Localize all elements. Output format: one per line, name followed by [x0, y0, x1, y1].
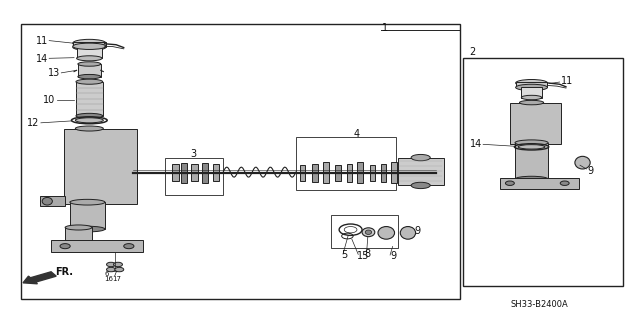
- Bar: [463, 58, 623, 286]
- Circle shape: [124, 244, 134, 249]
- Ellipse shape: [76, 126, 103, 131]
- Bar: [381, 164, 387, 182]
- Text: 9: 9: [390, 251, 396, 261]
- Bar: [296, 137, 396, 190]
- Ellipse shape: [76, 118, 103, 123]
- Text: 5: 5: [341, 250, 348, 260]
- Text: 14: 14: [470, 139, 482, 149]
- Ellipse shape: [515, 176, 548, 182]
- Ellipse shape: [515, 140, 548, 145]
- Ellipse shape: [520, 100, 543, 105]
- Text: 9: 9: [414, 226, 420, 236]
- Bar: [181, 162, 188, 183]
- Ellipse shape: [518, 145, 545, 149]
- Ellipse shape: [365, 230, 372, 234]
- Text: 16: 16: [104, 276, 113, 282]
- Bar: [370, 165, 376, 181]
- Bar: [516, 82, 547, 87]
- Text: 13: 13: [48, 68, 60, 78]
- Circle shape: [60, 244, 70, 249]
- Ellipse shape: [411, 182, 430, 189]
- Ellipse shape: [70, 226, 105, 232]
- Ellipse shape: [65, 242, 92, 248]
- Bar: [20, 24, 460, 299]
- Bar: [202, 162, 209, 183]
- Text: 11: 11: [561, 76, 573, 86]
- Ellipse shape: [411, 154, 430, 161]
- Bar: [76, 82, 102, 116]
- Bar: [40, 196, 65, 206]
- Text: 7: 7: [112, 271, 116, 277]
- Circle shape: [106, 267, 115, 272]
- Text: 1: 1: [383, 23, 388, 33]
- Circle shape: [115, 267, 124, 272]
- Bar: [522, 87, 541, 98]
- Bar: [73, 42, 106, 47]
- Bar: [500, 178, 579, 189]
- Text: 2: 2: [470, 47, 476, 57]
- Ellipse shape: [516, 79, 547, 86]
- Ellipse shape: [522, 95, 541, 100]
- Ellipse shape: [77, 56, 102, 61]
- Ellipse shape: [78, 74, 100, 79]
- Ellipse shape: [76, 113, 102, 118]
- Bar: [392, 162, 397, 183]
- Ellipse shape: [78, 62, 100, 66]
- Ellipse shape: [73, 44, 106, 50]
- Text: 12: 12: [28, 118, 40, 129]
- Ellipse shape: [516, 84, 547, 91]
- Ellipse shape: [575, 156, 590, 169]
- Ellipse shape: [65, 225, 92, 230]
- Text: 6: 6: [104, 271, 109, 277]
- Circle shape: [106, 262, 115, 267]
- Ellipse shape: [73, 43, 106, 49]
- Ellipse shape: [73, 39, 106, 47]
- Text: 14: 14: [36, 54, 49, 64]
- Text: 11: 11: [36, 36, 49, 46]
- Bar: [64, 129, 137, 204]
- Bar: [510, 103, 561, 144]
- FancyArrow shape: [23, 272, 56, 284]
- Bar: [323, 162, 329, 183]
- Bar: [515, 143, 548, 179]
- Text: 4: 4: [353, 129, 359, 138]
- Bar: [78, 64, 100, 77]
- Ellipse shape: [42, 197, 52, 205]
- Text: 3: 3: [190, 149, 196, 159]
- Bar: [347, 164, 353, 182]
- Bar: [335, 165, 341, 181]
- Bar: [191, 164, 198, 182]
- Bar: [312, 164, 318, 182]
- Bar: [397, 158, 444, 185]
- Bar: [65, 227, 92, 245]
- Bar: [213, 164, 220, 182]
- Circle shape: [560, 181, 569, 185]
- Ellipse shape: [400, 226, 415, 239]
- Bar: [332, 215, 398, 248]
- Ellipse shape: [70, 199, 105, 205]
- Ellipse shape: [378, 226, 394, 239]
- Bar: [70, 202, 105, 229]
- Text: 9: 9: [588, 166, 594, 175]
- Bar: [164, 158, 223, 195]
- Circle shape: [506, 181, 515, 185]
- Circle shape: [113, 262, 122, 267]
- Text: FR.: FR.: [55, 267, 73, 277]
- Text: 10: 10: [44, 95, 56, 105]
- Ellipse shape: [362, 228, 375, 237]
- Bar: [77, 46, 102, 58]
- Text: SH33-B2400A: SH33-B2400A: [511, 300, 569, 309]
- Bar: [300, 165, 305, 181]
- Text: 8: 8: [365, 249, 371, 259]
- Ellipse shape: [76, 79, 102, 84]
- Bar: [357, 162, 363, 183]
- Text: 17: 17: [112, 276, 121, 282]
- Bar: [172, 164, 179, 182]
- Text: 15: 15: [357, 251, 369, 261]
- Bar: [51, 241, 143, 252]
